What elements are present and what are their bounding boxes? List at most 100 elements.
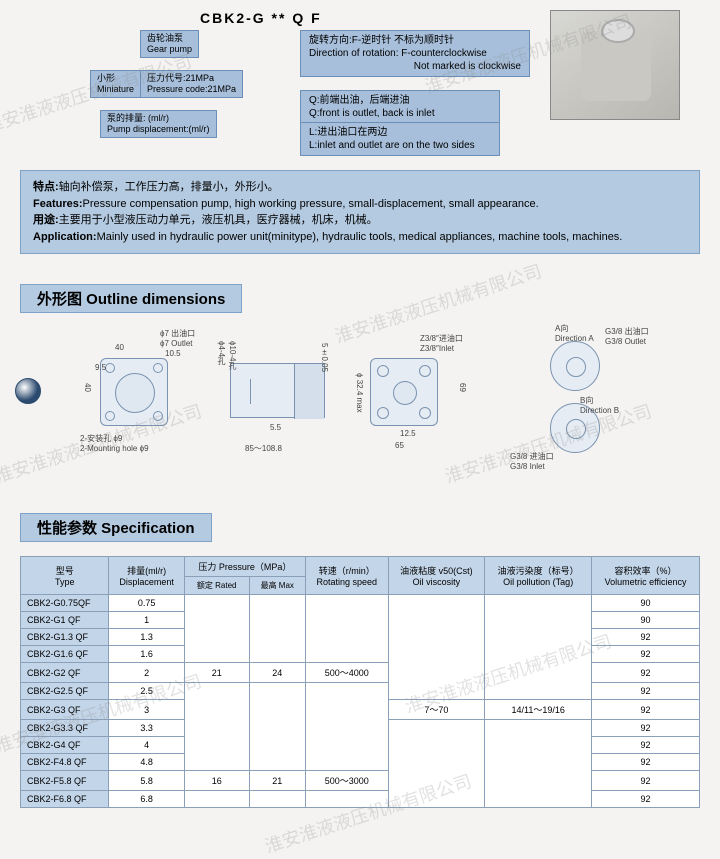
app-cn-label: 用途: bbox=[33, 214, 59, 226]
th-visc-en: Oil viscosity bbox=[393, 577, 481, 587]
features-en-line: Features:Pressure compensation pump, hig… bbox=[33, 196, 687, 213]
cell-speed bbox=[305, 595, 388, 663]
direction-a-view bbox=[550, 341, 600, 391]
cell-eff: 92 bbox=[592, 754, 700, 771]
cell-disp: 1.3 bbox=[109, 629, 184, 646]
th-type-en: Type bbox=[25, 577, 104, 587]
cell-eff: 90 bbox=[592, 612, 700, 629]
features-cn: 轴向补偿泵，工作压力高，排量小，外形小。 bbox=[59, 181, 279, 193]
th-poll-en: Oil pollution (Tag) bbox=[489, 577, 587, 587]
cell-eff: 92 bbox=[592, 700, 700, 720]
mount-hole: 2-安装孔 ϕ9 2-Mounting hole ϕ9 bbox=[80, 433, 149, 453]
dim-phi10: ϕ10-4孔 bbox=[227, 341, 238, 370]
cell-disp: 5.8 bbox=[109, 771, 184, 791]
cell-disp: 3.3 bbox=[109, 720, 184, 737]
spec-table-head: 型号 Type 排量(ml/r) Displacement 压力 Pressur… bbox=[21, 557, 700, 595]
miniature-cn: 小形 bbox=[97, 73, 134, 84]
spec-header: 性能参数 Specification bbox=[20, 513, 212, 542]
dim-95: 9.5 bbox=[95, 363, 106, 372]
cell-speed bbox=[305, 791, 388, 808]
features-en-label: Features: bbox=[33, 198, 83, 210]
app-en: Mainly used in hydraulic power unit(mini… bbox=[97, 231, 623, 243]
gear-pump-en: Gear pump bbox=[147, 44, 192, 55]
cell-disp: 2 bbox=[109, 663, 184, 683]
th-disp: 排量(ml/r) Displacement bbox=[109, 557, 184, 595]
cell-poll bbox=[485, 595, 592, 700]
l-port-en: L:inlet and outlet are on the two sides bbox=[309, 139, 491, 152]
pressure-code-cn: 压力代号:21MPa bbox=[147, 73, 236, 84]
g38-out: G3/8 出油口 G3/8 Outlet bbox=[605, 326, 649, 346]
table-row: CBK2-G2.5 QF2.592 bbox=[21, 683, 700, 700]
cell-type: CBK2-G3 QF bbox=[21, 700, 109, 720]
dim-40: 40 bbox=[115, 343, 124, 352]
displacement-label: 泵的排量: (ml/r) Pump displacement:(ml/r) bbox=[100, 110, 217, 138]
cell-disp: 3 bbox=[109, 700, 184, 720]
rear-flange-view bbox=[370, 358, 438, 426]
pressure-code-en: Pressure code:21MPa bbox=[147, 84, 236, 95]
z38-inlet: Z3/8″进油口 Z3/8″Inlet bbox=[420, 333, 463, 353]
cell-max: 21 bbox=[249, 771, 305, 791]
th-speed-cn: 转速（r/min） bbox=[310, 564, 384, 577]
q-port-cn: Q:前端出油，后端进油 bbox=[309, 94, 491, 107]
cell-eff: 92 bbox=[592, 646, 700, 663]
cell-rated bbox=[184, 683, 249, 771]
dim-125: 12.5 bbox=[400, 429, 416, 438]
cell-max bbox=[249, 791, 305, 808]
pressure-code-label: 压力代号:21MPa Pressure code:21MPa bbox=[140, 70, 243, 98]
rotation-en1: Direction of rotation: F-counterclockwis… bbox=[309, 47, 521, 60]
q-port-label: Q:前端出油，后端进油 Q:front is outlet, back is i… bbox=[300, 90, 500, 124]
dim-69: 69 bbox=[458, 383, 467, 392]
th-disp-cn: 排量(ml/r) bbox=[113, 564, 179, 577]
app-en-line: Application:Mainly used in hydraulic pow… bbox=[33, 229, 687, 246]
th-rated: 额定 Rated bbox=[184, 577, 249, 595]
model-code: CBK2-G ** Q F bbox=[200, 10, 322, 26]
th-poll-cn: 油液污染度（标号） bbox=[489, 564, 587, 577]
th-speed-en: Rotating speed bbox=[310, 577, 384, 587]
cell-visc bbox=[388, 595, 485, 700]
cell-type: CBK2-G1 QF bbox=[21, 612, 109, 629]
dim-range: 85～108.8 bbox=[245, 443, 282, 454]
cell-poll: 14/11～19/16 bbox=[485, 700, 592, 720]
dim-105: 10.5 bbox=[165, 349, 181, 358]
app-cn-line: 用途:主要用于小型液压动力单元，液压机具，医疗器械，机床，机械。 bbox=[33, 212, 687, 229]
cell-type: CBK2-G1.3 QF bbox=[21, 629, 109, 646]
cell-eff: 92 bbox=[592, 771, 700, 791]
cell-poll bbox=[485, 720, 592, 808]
dim-40v: 40 bbox=[83, 383, 92, 392]
cell-rated: 16 bbox=[184, 771, 249, 791]
outline-diagram: 40 40 9.5 ϕ7 出油口 ϕ7 Outlet 10.5 2-安装孔 ϕ9… bbox=[20, 323, 700, 483]
side-view bbox=[230, 363, 325, 418]
cell-eff: 92 bbox=[592, 737, 700, 754]
th-type: 型号 Type bbox=[21, 557, 109, 595]
cell-eff: 92 bbox=[592, 663, 700, 683]
cell-max: 24 bbox=[249, 663, 305, 683]
outlet-7: ϕ7 出油口 ϕ7 Outlet bbox=[160, 328, 195, 348]
dim-65: 65 bbox=[395, 441, 404, 450]
table-row: CBK2-G2 QF22124500～400092 bbox=[21, 663, 700, 683]
l-port-cn: L:进出油口在两边 bbox=[309, 126, 491, 139]
l-port-label: L:进出油口在两边 L:inlet and outlet are on the … bbox=[300, 122, 500, 156]
displacement-cn: 泵的排量: (ml/r) bbox=[107, 113, 210, 124]
gear-pump-cn: 齿轮油泵 bbox=[147, 33, 192, 44]
app-en-label: Application: bbox=[33, 231, 97, 243]
view-marker-icon bbox=[15, 378, 41, 404]
cell-type: CBK2-G3.3 QF bbox=[21, 720, 109, 737]
q-port-en: Q:front is outlet, back is inlet bbox=[309, 107, 491, 120]
miniature-en: Miniature bbox=[97, 84, 134, 95]
model-coding-section: CBK2-G ** Q F 齿轮油泵 Gear pump 小形 Miniatur… bbox=[20, 10, 700, 160]
cell-speed bbox=[305, 683, 388, 771]
cell-type: CBK2-G4 QF bbox=[21, 737, 109, 754]
features-cn-line: 特点:轴向补偿泵，工作压力高，排量小，外形小。 bbox=[33, 179, 687, 196]
features-box: 特点:轴向补偿泵，工作压力高，排量小，外形小。 Features:Pressur… bbox=[20, 170, 700, 254]
cell-type: CBK2-F6.8 QF bbox=[21, 791, 109, 808]
th-visc: 油液粘度 v50(Cst) Oil viscosity bbox=[388, 557, 485, 595]
dim-5005: 5±0.05 bbox=[320, 343, 329, 372]
cell-disp: 4 bbox=[109, 737, 184, 754]
cell-disp: 6.8 bbox=[109, 791, 184, 808]
cell-disp: 1.6 bbox=[109, 646, 184, 663]
cell-max bbox=[249, 595, 305, 663]
rotation-en2: Not marked is clockwise bbox=[309, 60, 521, 73]
features-en: Pressure compensation pump, high working… bbox=[83, 198, 539, 210]
front-flange-view bbox=[100, 358, 168, 426]
cell-visc: 7～70 bbox=[388, 700, 485, 720]
